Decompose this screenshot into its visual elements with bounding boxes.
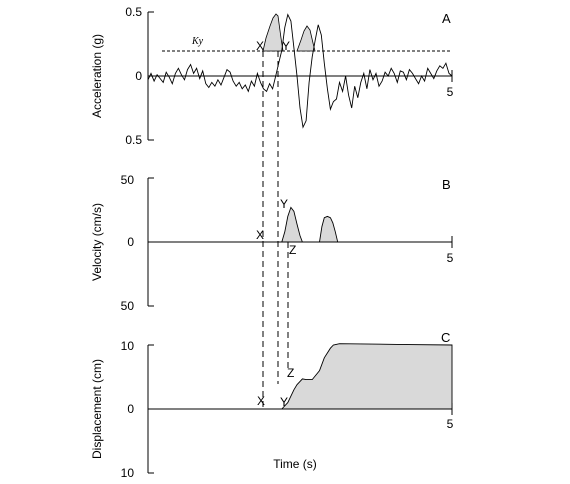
panel-b-ytick-label-bottom: 50	[121, 299, 135, 313]
panel-a-letter: A	[442, 11, 451, 26]
panel-c-ytick-label-bottom: 10	[121, 466, 135, 480]
x-axis-label: Time (s)	[273, 457, 317, 471]
panel-c-point-x: X	[257, 394, 265, 408]
panel-c-ylabel: Displacement (cm)	[90, 359, 104, 459]
event-connectors	[262, 51, 289, 409]
panel-b-ytick-label-top: 50	[121, 173, 135, 187]
panel-c: 10 0 10 5 Displacement (cm) C X Y Z Time…	[90, 330, 454, 480]
panel-a-ytick-label-bottom: 0.5	[125, 133, 142, 147]
panel-a-ylabel: Acceleration (g)	[90, 34, 104, 118]
panel-a-shade-after-z	[296, 25, 316, 52]
panel-b: 50 0 50 5 Velocity (cm/s) B X Y Z	[90, 173, 454, 313]
panel-b-point-z: Z	[289, 243, 296, 257]
acceleration-series-line	[147, 13, 453, 129]
panel-a-point-x: X	[256, 39, 264, 53]
panel-a-point-y: Y	[282, 39, 290, 53]
panel-b-xtick-label-end: 5	[447, 251, 454, 265]
panel-b-point-y: Y	[280, 197, 288, 211]
panel-a: 0.5 0 0.5 5 Acceleration (g) A Ky X Y	[90, 5, 454, 147]
panel-a-shade-x-y	[262, 13, 284, 52]
panel-b-ytick-label-zero: 0	[127, 235, 134, 249]
panel-a-ytick-label-zero: 0	[135, 69, 142, 83]
panel-a-ytick-label-top: 0.5	[125, 5, 142, 19]
panel-c-ytick-label-top: 10	[121, 339, 135, 353]
panel-c-xtick-label-end: 5	[447, 417, 454, 431]
panel-c-ytick-label-zero: 0	[127, 402, 134, 416]
panel-b-point-x: X	[256, 228, 264, 242]
panel-c-point-y: Y	[280, 395, 288, 409]
displacement-area	[280, 343, 453, 410]
velocity-pulse-1	[281, 206, 304, 243]
ky-label: Ky	[191, 36, 204, 47]
panel-c-point-z: Z	[287, 366, 294, 380]
velocity-pulse-2	[318, 215, 339, 243]
panel-b-letter: B	[442, 177, 451, 192]
panel-a-xtick-label-end: 5	[447, 85, 454, 99]
panel-c-letter: C	[441, 330, 450, 345]
panel-b-ylabel: Velocity (cm/s)	[90, 203, 104, 281]
